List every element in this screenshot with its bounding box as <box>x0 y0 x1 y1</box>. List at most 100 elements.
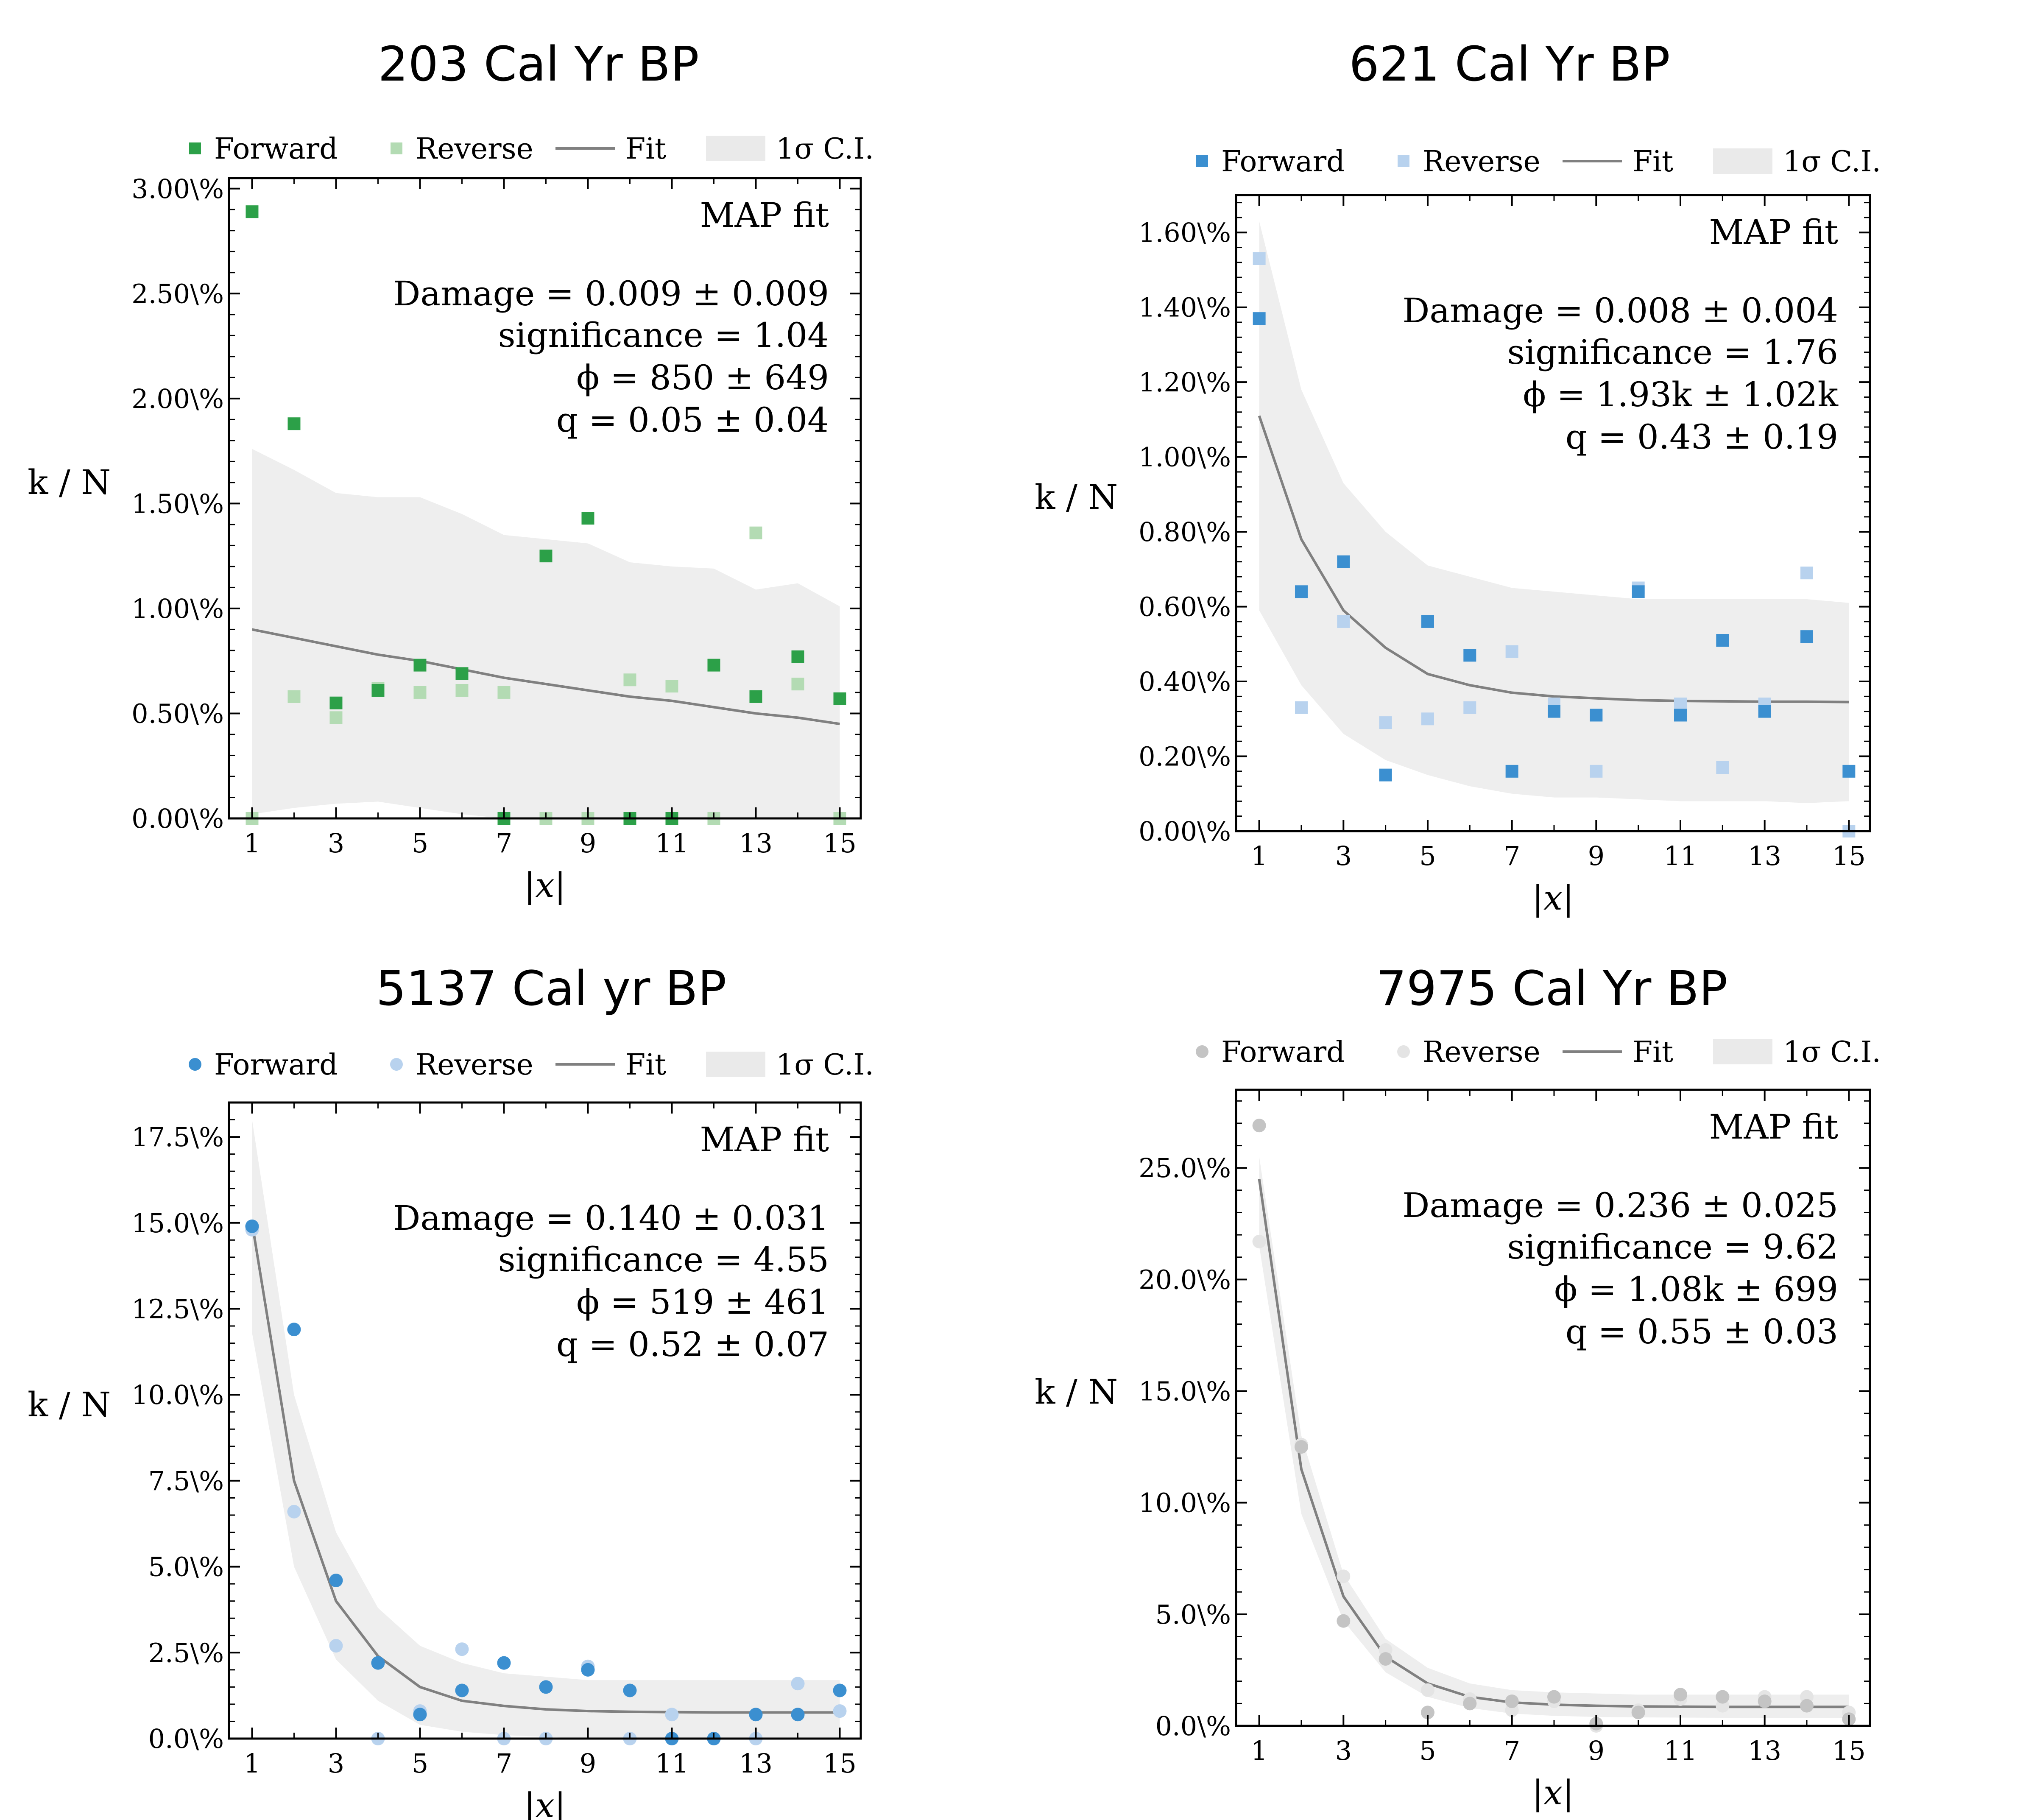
y-tick-label: 0.50\% <box>131 698 224 729</box>
y-tick-label: 0.0\% <box>148 1723 224 1754</box>
forward-point <box>455 667 469 680</box>
x-tick-label: 3 <box>328 828 344 859</box>
forward-point <box>245 1219 259 1233</box>
annotation-q: q = 0.43 ± 0.19 <box>1566 417 1838 457</box>
y-tick-label: 0.80\% <box>1139 516 1231 547</box>
forward-point <box>1716 1690 1730 1704</box>
reverse-point <box>623 673 636 687</box>
y-tick-label: 10.0\% <box>1139 1488 1231 1519</box>
fit-line <box>251 628 840 726</box>
forward-point <box>1758 705 1771 718</box>
legend: Forward Reverse Fit 1σ C.I. <box>1196 145 1881 179</box>
x-tick-label: 1 <box>1251 840 1267 871</box>
confidence-band <box>1259 221 1849 803</box>
annotation-q: q = 0.05 ± 0.04 <box>556 400 829 440</box>
legend-label: 1σ C.I. <box>1783 1036 1881 1069</box>
forward-point <box>1379 768 1392 782</box>
legend-label: Forward <box>1221 1036 1345 1069</box>
forward-point <box>581 512 594 525</box>
annotation-significance: significance = 9.62 <box>1507 1227 1838 1267</box>
forward-point <box>1547 1690 1561 1704</box>
annotation-significance: significance = 1.04 <box>498 315 829 355</box>
x-tick-label: 1 <box>244 1748 260 1779</box>
plot-frame <box>228 1101 862 1740</box>
plot-frame <box>1235 1089 1871 1727</box>
x-axis-label: |x| <box>524 1786 566 1820</box>
x-tick-label: 11 <box>655 1748 689 1779</box>
legend-label: Fit <box>625 132 666 166</box>
x-tick-label: 1 <box>1251 1735 1267 1766</box>
forward-point <box>749 1708 763 1722</box>
annotation-header: MAP fit <box>700 1120 829 1159</box>
legend-label: Fit <box>1633 1036 1673 1069</box>
x-tick-label: 9 <box>580 1748 596 1779</box>
forward-point <box>1800 1699 1814 1713</box>
y-axis-label: k / N <box>28 463 111 502</box>
legend-label: Forward <box>214 132 338 166</box>
reverse-point <box>1379 716 1392 729</box>
reverse-point <box>1420 1683 1434 1697</box>
annotation-header: MAP fit <box>700 195 829 235</box>
forward-point <box>1505 1694 1519 1708</box>
forward-point <box>413 1708 427 1722</box>
x-tick-label: 13 <box>1748 840 1781 871</box>
fit-line <box>251 1223 840 1714</box>
x-tick-label: 9 <box>1588 840 1605 871</box>
reverse-point <box>455 1642 469 1656</box>
legend-marker <box>189 142 201 154</box>
reverse-point <box>287 690 301 703</box>
forward-point <box>1800 630 1813 643</box>
y-axis-label: k / N <box>1035 1372 1118 1412</box>
annotation-damage: Damage = 0.008 ± 0.004 <box>1402 291 1838 330</box>
reverse-point <box>1505 645 1518 658</box>
legend-label: 1σ C.I. <box>776 132 874 166</box>
reverse-point <box>497 686 511 699</box>
y-tick-label: 7.5\% <box>148 1465 224 1496</box>
reverse-point <box>1252 1234 1266 1248</box>
y-tick-label: 0.00\% <box>131 803 224 834</box>
forward-point <box>287 417 301 430</box>
reverse-point <box>1337 1569 1351 1583</box>
reverse-point <box>1590 765 1603 778</box>
reverse-point <box>1800 567 1813 580</box>
x-tick-label: 15 <box>823 1748 857 1779</box>
reverse-point <box>833 1704 847 1718</box>
forward-point <box>287 1323 301 1337</box>
legend-label: Reverse <box>416 1048 533 1082</box>
plot-frame <box>228 177 862 820</box>
y-tick-label: 15.0\% <box>131 1208 224 1239</box>
forward-point <box>329 1574 343 1588</box>
x-tick-label: 15 <box>1832 1735 1866 1766</box>
legend-marker <box>1196 1045 1208 1058</box>
x-axis-label: |x| <box>1532 1773 1574 1812</box>
y-tick-label: 17.5\% <box>131 1122 224 1153</box>
legend-label: Reverse <box>1423 145 1540 179</box>
forward-point <box>1379 1652 1393 1666</box>
y-tick-label: 3.00\% <box>131 173 224 204</box>
reverse-point <box>287 1505 301 1519</box>
y-tick-label: 1.00\% <box>131 593 224 624</box>
reverse-point <box>1295 701 1308 714</box>
y-tick-label: 0.60\% <box>1139 592 1231 622</box>
forward-point <box>1842 765 1856 778</box>
y-tick-label: 20.0\% <box>1139 1264 1231 1295</box>
annotation-significance: significance = 1.76 <box>1507 332 1838 372</box>
forward-point <box>791 1708 805 1722</box>
annotation-phi: ϕ = 1.93k ± 1.02k <box>1523 375 1839 414</box>
reverse-point <box>1337 615 1350 628</box>
forward-point <box>1674 709 1687 722</box>
reverse-point <box>665 1708 679 1722</box>
forward-point <box>581 1663 595 1677</box>
legend: Forward Reverse Fit 1σ C.I. <box>1196 1036 1881 1069</box>
x-tick-label: 7 <box>496 1748 512 1779</box>
legend-band <box>1713 148 1772 174</box>
annotation-phi: ϕ = 519 ± 461 <box>576 1282 829 1322</box>
x-tick-label: 13 <box>739 1748 773 1779</box>
reverse-point <box>791 1677 805 1691</box>
legend: Forward Reverse Fit 1σ C.I. <box>189 132 874 166</box>
annotation-q: q = 0.55 ± 0.03 <box>1566 1312 1838 1351</box>
legend-label: 1σ C.I. <box>1783 145 1881 179</box>
x-tick-label: 7 <box>1504 1735 1520 1766</box>
y-tick-label: 5.0\% <box>1155 1599 1231 1630</box>
x-axis-label: |x| <box>1532 878 1574 918</box>
